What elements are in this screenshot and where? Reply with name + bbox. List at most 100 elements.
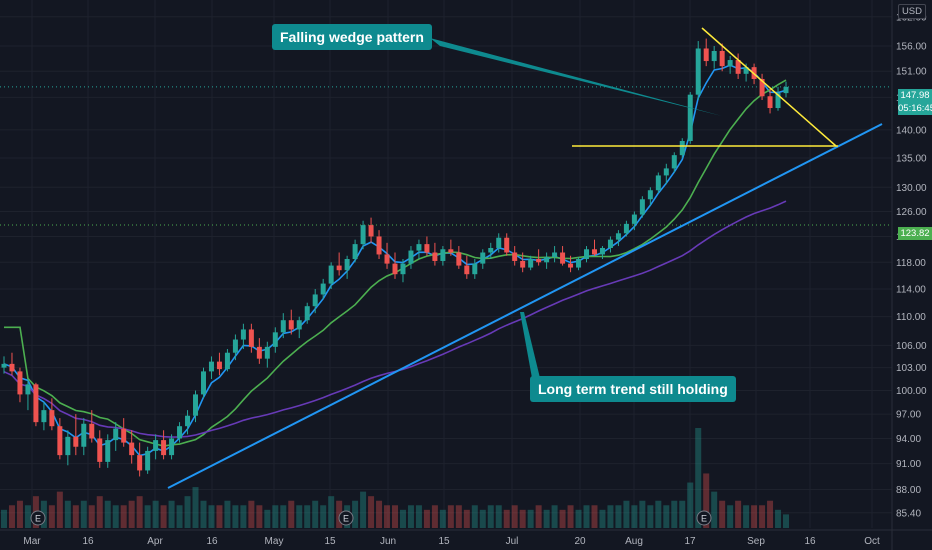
candle-body — [711, 50, 717, 62]
volume-bar — [72, 505, 79, 528]
time-tick-label: May — [265, 536, 284, 547]
volume-bar — [599, 509, 606, 528]
volume-bar — [328, 496, 335, 528]
candle-body — [528, 259, 534, 268]
trend-callout-pointer — [520, 312, 540, 378]
candle-body — [727, 60, 733, 67]
time-tick-label: Aug — [625, 536, 643, 547]
candle-body — [647, 190, 653, 200]
volume-bar — [56, 491, 63, 528]
candle-body — [25, 384, 31, 395]
volume-bar — [48, 505, 55, 528]
candle-body — [384, 254, 390, 264]
candle-body — [288, 320, 294, 330]
candle-body — [512, 252, 518, 261]
candle-body — [113, 428, 119, 441]
candle-body — [432, 252, 438, 261]
price-tick-label: 114.00 — [896, 285, 926, 296]
earnings-marker-label: E — [701, 514, 707, 524]
candle-body — [208, 361, 214, 372]
time-tick-label: 15 — [438, 536, 450, 547]
volume-bar — [320, 505, 327, 528]
candle-body — [153, 440, 159, 451]
price-tick-label: 140.00 — [896, 125, 927, 136]
candle-body — [1, 363, 7, 368]
candle-body — [759, 78, 765, 97]
candle-body — [320, 283, 326, 295]
volume-bar — [559, 509, 566, 528]
candle-body — [129, 442, 135, 456]
volume-bar — [120, 505, 127, 528]
candle-body — [224, 352, 230, 370]
volume-bar — [471, 505, 478, 528]
candle-body — [97, 438, 103, 462]
volume-bar — [783, 514, 789, 528]
volume-bar — [439, 509, 446, 528]
price-tick-label: 91.00 — [896, 459, 921, 470]
time-axis[interactable]: Mar 16 Apr 16 May 15 Jun 15 Jul 20 Aug 17 Sep 16 Oct — [0, 529, 932, 547]
earnings-marker — [696, 510, 712, 526]
volume-bar — [208, 505, 215, 528]
volume-bar — [519, 509, 526, 528]
candle-body — [368, 225, 374, 237]
volume-bar — [695, 428, 702, 528]
volume-bar — [463, 509, 470, 528]
candle-body — [256, 346, 262, 359]
time-tick-label: Sep — [747, 536, 765, 547]
bar-countdown: 05:16:45 — [898, 103, 932, 114]
candle-body — [464, 265, 470, 275]
volume-bar — [775, 509, 782, 528]
volume-bar — [735, 500, 742, 528]
candle-body — [623, 223, 629, 234]
candle-body — [400, 263, 406, 275]
volume-bar — [687, 482, 694, 528]
candle-body — [568, 263, 574, 268]
time-tick-label: Mar — [23, 536, 41, 547]
volume-bar — [112, 505, 119, 528]
volume-bar — [360, 491, 367, 528]
price-tick-label: 110.00 — [896, 312, 926, 323]
earnings-marker-label: E — [35, 514, 41, 524]
candle-body — [169, 438, 175, 456]
candle-body — [137, 455, 143, 471]
volume-bar — [88, 505, 95, 528]
volume-bar — [743, 505, 750, 528]
candles — [1, 38, 789, 477]
candle-body — [49, 410, 55, 427]
volume-bar — [543, 509, 550, 528]
candle-body — [703, 48, 709, 62]
currency-label[interactable]: USD — [897, 4, 926, 19]
volume-bar — [727, 505, 734, 528]
volume-bar — [232, 505, 239, 528]
candle-body — [472, 263, 478, 275]
price-tick-label: 118.00 — [896, 258, 926, 269]
candle-body — [145, 450, 151, 471]
volume-bar — [352, 500, 359, 528]
volume-bar — [639, 500, 646, 528]
candle-body — [488, 247, 494, 253]
volume-bar — [487, 505, 494, 528]
candle-body — [631, 214, 637, 224]
volume-bar — [288, 500, 295, 528]
time-tick-label: Jul — [506, 536, 519, 547]
candle-body — [719, 50, 725, 67]
volume-bar — [256, 505, 263, 528]
volume-bar — [623, 500, 630, 528]
candle-body — [89, 423, 95, 439]
price-tick-label: 97.00 — [896, 410, 921, 421]
volume-bar — [447, 505, 454, 528]
volume-bar — [655, 500, 662, 528]
volume-bar — [64, 500, 71, 528]
wedge-callout-pointer — [430, 38, 722, 116]
price-tick-label: 106.00 — [896, 341, 927, 352]
candle-body — [576, 259, 582, 268]
candle-body — [775, 93, 781, 109]
candle-body — [783, 86, 789, 94]
earnings-marker-label: E — [343, 514, 349, 524]
candle-body — [655, 175, 661, 191]
time-tick-label: 16 — [82, 536, 94, 547]
price-tick-label: 100.00 — [896, 386, 927, 397]
candle-body — [73, 436, 79, 447]
